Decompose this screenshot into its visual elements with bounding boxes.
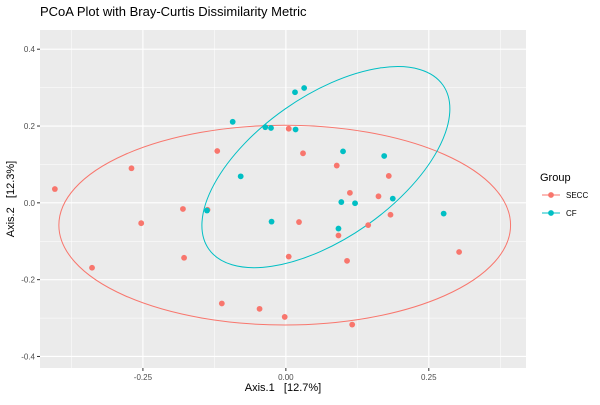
y-axis-ticks: -0.4 -0.2 0.0 0.2 0.4 <box>21 45 40 361</box>
point-cf <box>268 125 274 131</box>
point-cf <box>229 118 236 125</box>
point-cf <box>292 126 299 133</box>
point-secc <box>181 254 187 261</box>
point-secc <box>333 162 340 169</box>
y-tick-label: 0.2 <box>24 122 36 131</box>
y-tick-label: -0.2 <box>21 276 35 285</box>
legend-label-secc: SECC <box>566 191 588 200</box>
point-secc <box>138 220 145 227</box>
legend: Group SECC CF <box>540 172 588 218</box>
point-cf <box>440 210 447 217</box>
point-cf <box>292 89 298 96</box>
point-secc <box>218 300 225 307</box>
point-secc <box>375 193 382 200</box>
point-cf <box>338 199 345 205</box>
point-secc <box>285 253 292 260</box>
y-tick-label: -0.4 <box>21 352 35 361</box>
x-tick-label: 0.00 <box>278 373 294 382</box>
point-secc <box>300 150 306 157</box>
legend-key-point-cf <box>548 210 554 216</box>
point-cf <box>268 218 275 225</box>
point-secc <box>281 314 288 320</box>
point-secc <box>387 211 394 218</box>
point-secc <box>180 206 186 212</box>
point-secc <box>285 125 292 132</box>
legend-label-cf: CF <box>566 209 577 218</box>
plot-panel <box>40 30 526 368</box>
point-cf <box>389 195 396 202</box>
y-tick-label: 0.4 <box>24 45 36 54</box>
point-cf <box>381 153 388 159</box>
point-secc <box>296 219 302 225</box>
point-secc <box>128 165 135 172</box>
legend-items: SECC CF <box>542 191 588 218</box>
point-secc <box>335 232 342 239</box>
x-tick-label: -0.25 <box>134 373 153 382</box>
point-secc <box>256 305 263 312</box>
point-cf <box>301 85 308 91</box>
point-secc <box>344 257 350 264</box>
legend-key-point-secc <box>548 192 554 198</box>
data-points <box>51 85 463 328</box>
point-cf <box>352 200 358 207</box>
point-secc <box>385 173 392 179</box>
point-cf <box>335 225 342 232</box>
point-secc <box>214 148 221 154</box>
point-secc <box>349 321 356 328</box>
point-secc <box>365 222 372 229</box>
point-secc <box>89 264 95 271</box>
x-axis-label: Axis.1 [12.7%] <box>245 382 321 394</box>
legend-title: Group <box>540 172 571 184</box>
x-axis-ticks: -0.25 0.00 0.25 <box>134 368 437 382</box>
point-secc <box>51 186 58 192</box>
point-cf <box>340 148 346 155</box>
y-axis-label: Axis.2 [12.3%] <box>5 161 17 237</box>
y-tick-label: 0.0 <box>24 199 36 208</box>
point-secc <box>456 249 463 255</box>
point-cf <box>237 173 244 180</box>
point-cf <box>262 124 269 131</box>
point-secc <box>346 189 353 196</box>
x-tick-label: 0.25 <box>421 373 437 382</box>
chart-title: PCoA Plot with Bray-Curtis Dissimilarity… <box>40 4 307 19</box>
ellipse-secc <box>58 124 512 326</box>
point-cf <box>204 207 210 214</box>
grid-lines <box>40 30 526 368</box>
